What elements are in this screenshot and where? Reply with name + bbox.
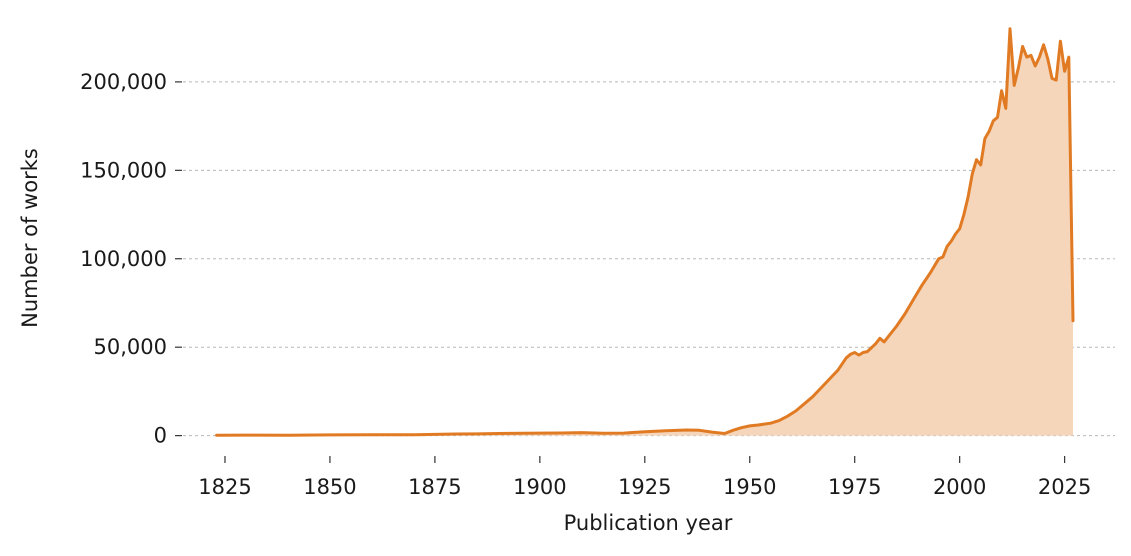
y-axis-label: Number of works <box>18 148 42 328</box>
series-layer <box>215 27 1075 437</box>
x-axis-label: Publication year <box>564 511 733 535</box>
y-tick-label: 200,000 <box>80 70 167 94</box>
x-tick-label: 1975 <box>828 475 881 499</box>
x-tick-label: 1925 <box>618 475 671 499</box>
y-axis: 0 50,000 100,000 150,000 200,000 <box>80 70 182 448</box>
y-tick-label: 100,000 <box>80 247 167 271</box>
x-tick-label: 2025 <box>1038 475 1091 499</box>
x-tick-label: 2000 <box>933 475 986 499</box>
y-tick-label: 0 <box>154 424 167 448</box>
x-tick-label: 1875 <box>408 475 461 499</box>
x-tick-label: 1850 <box>303 475 356 499</box>
x-tick-label: 1950 <box>723 475 776 499</box>
y-tick-label: 150,000 <box>80 158 167 182</box>
y-tick-label: 50,000 <box>94 335 167 359</box>
series-area-fill <box>216 28 1074 436</box>
x-axis: 1825 1850 1875 1900 1925 1950 1975 2000 2025 <box>198 456 1091 499</box>
x-tick-label: 1900 <box>513 475 566 499</box>
x-tick-label: 1825 <box>198 475 251 499</box>
series-line <box>215 27 1075 437</box>
